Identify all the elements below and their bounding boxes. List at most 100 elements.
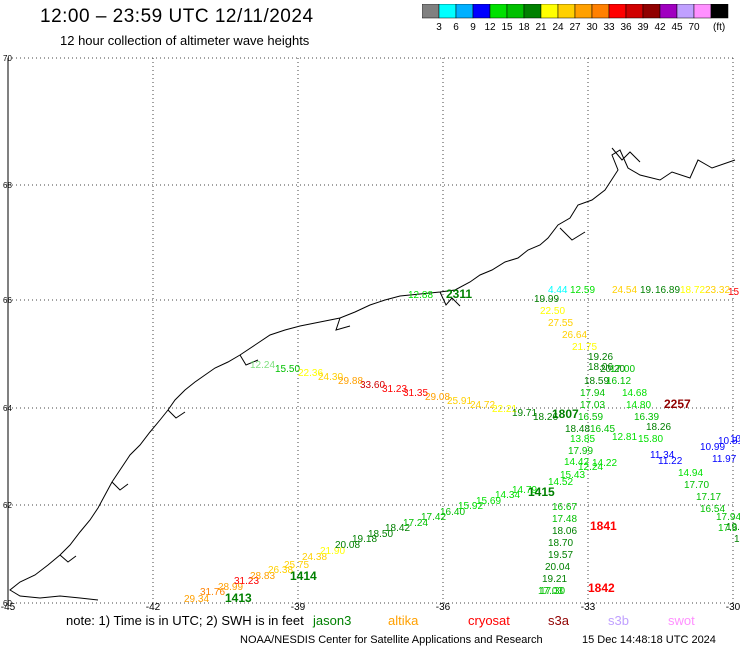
wave-height-label: 1841 [590,519,617,533]
wave-height-label: 14.42 [564,457,589,468]
wave-height-label: 14.80 [626,400,651,411]
wave-height-label: 17.00 [610,364,635,375]
map-subtitle: 12 hour collection of altimeter wave hei… [60,33,310,48]
wave-height-label: 14.94 [678,468,703,479]
wave-height-label: 12.24 [578,462,603,473]
satellite-altika: altika [388,613,419,628]
scale-label: 21 [535,22,547,33]
wave-height-label: 22.50 [540,306,565,317]
scale-label: 30 [586,22,598,33]
wave-height-label: 19.99 [534,294,559,305]
satellite-cryosat: cryosat [468,613,510,628]
wave-height-label: 16.59 [578,412,603,423]
wave-height-label: 17.30 [540,586,565,597]
wave-height-label: 31.23 [382,384,407,395]
wave-height-label: 17.6 [718,523,738,534]
wave-height-label: 17.17 [696,492,721,503]
wave-height-label: 16.45 [590,424,615,435]
wave-height-label: 16.54 [700,504,725,515]
lat-label: 66 [3,296,12,305]
wave-height-label: 14.79 [512,485,537,496]
scale-label: 36 [620,22,632,33]
wave-height-label: 19.26 [588,352,613,363]
wave-height-label: 17.94 [716,512,740,523]
wave-height-label: 1413 [225,591,252,605]
wave-height-label: 28.99 [218,582,243,593]
scale-label: 6 [453,22,459,33]
wave-height-label: 1415 [528,485,555,499]
wave-height-label: 17.70 [684,480,709,491]
wave-height-label: 12.24 [250,360,275,371]
wave-height-label: 16.89 [655,285,680,296]
scale-label: 45 [671,22,683,33]
scale-label: 15 [501,22,513,33]
wave-height-label: 22.21 [492,404,517,415]
wave-height-label: 25.75 [284,560,309,571]
lat-label: 60 [3,599,12,608]
wave-height-label: 18.26 [646,422,671,433]
wave-height-label: 20.20 [600,364,625,375]
wave-height-label: 29.34 [184,594,209,605]
wave-height-label: 26.64 [562,330,587,341]
wave-height-label: 31.23 [234,576,259,587]
scale-label: 9 [470,22,476,33]
lon-label: -42 [146,602,161,612]
wave-height-label: 18.06 [552,526,577,537]
fjord [167,409,186,419]
wave-height-label: 24.72 [470,400,495,411]
fjord [59,554,77,563]
wave-height-label: 11.97 [712,454,737,465]
wave-height-label: 15.80 [638,434,663,445]
wave-height-label: 11.34 [650,450,675,461]
wave-height-label: 15.92 [458,501,483,512]
lat-label: 68 [3,181,12,190]
wave-height-label: 24.30 [318,372,343,383]
wave-height-label: 18.50 [368,529,393,540]
color-scale: 3 6 9 12 15 18 21 24 27 30 33 36 39 42 45 70 (ft) [422,4,729,33]
lat-label: 64 [3,404,12,413]
wave-height-label: 10.99 [700,442,725,453]
wave-height-label: 18.59 [584,376,609,387]
wave-height-label: 17.24 [403,518,428,529]
wave-height-label: 10.81 [718,436,740,447]
wave-height-label: 15.69 [476,496,501,507]
wave-height-label: 27.55 [548,318,573,329]
wave-height-label: 31.35 [403,388,428,399]
scale-label: 70 [688,22,700,33]
scale-label: 18 [518,22,530,33]
wave-height-label: 25.91 [447,396,472,407]
wave-height-label: 19 [734,534,740,545]
wave-height-label: 1807 [552,407,579,421]
wave-height-label: 17.94 [580,388,605,399]
footer-credit: NOAA/NESDIS Center for Satellite Applica… [240,634,543,646]
wave-height-label: 1414 [290,569,317,583]
wave-height-label: 14.22 [592,458,617,469]
wave-height-label: 14.52 [548,477,573,488]
wave-height-label: 17.03 [538,586,563,597]
wave-height-label: 16.39 [634,412,659,423]
wave-height-label: 20.04 [545,562,570,573]
wave-height-label: 13.85 [570,434,595,445]
fjord [559,227,586,241]
wave-height-label: 31.76 [200,587,225,598]
wave-height-label: 12.81 [612,432,637,443]
wave-height-label: 16.12 [606,376,631,387]
wave-height-label: 15.50 [275,364,300,375]
wave-height-label: 4.44 [548,285,568,296]
legend-note: note: 1) Time is in UTC; 2) SWH is in fe… [66,613,304,628]
coastline [9,149,736,601]
wave-height-label: 19.71 [512,408,537,419]
wave-height-label: 17.42 [421,512,446,523]
wave-height-label: 17.03 [580,400,605,411]
wave-height-label: 16.40 [440,507,465,518]
wave-height-label: 21.75 [572,342,597,353]
wave-height-label: 14.68 [622,388,647,399]
fjord [611,147,641,163]
scale-label: 3 [436,22,442,33]
fjord [111,481,129,491]
fjord [439,291,461,307]
satellite-s3a: s3a [548,613,569,628]
wave-height-label: 16.67 [552,502,577,513]
wave-height-label: 28.83 [250,571,275,582]
